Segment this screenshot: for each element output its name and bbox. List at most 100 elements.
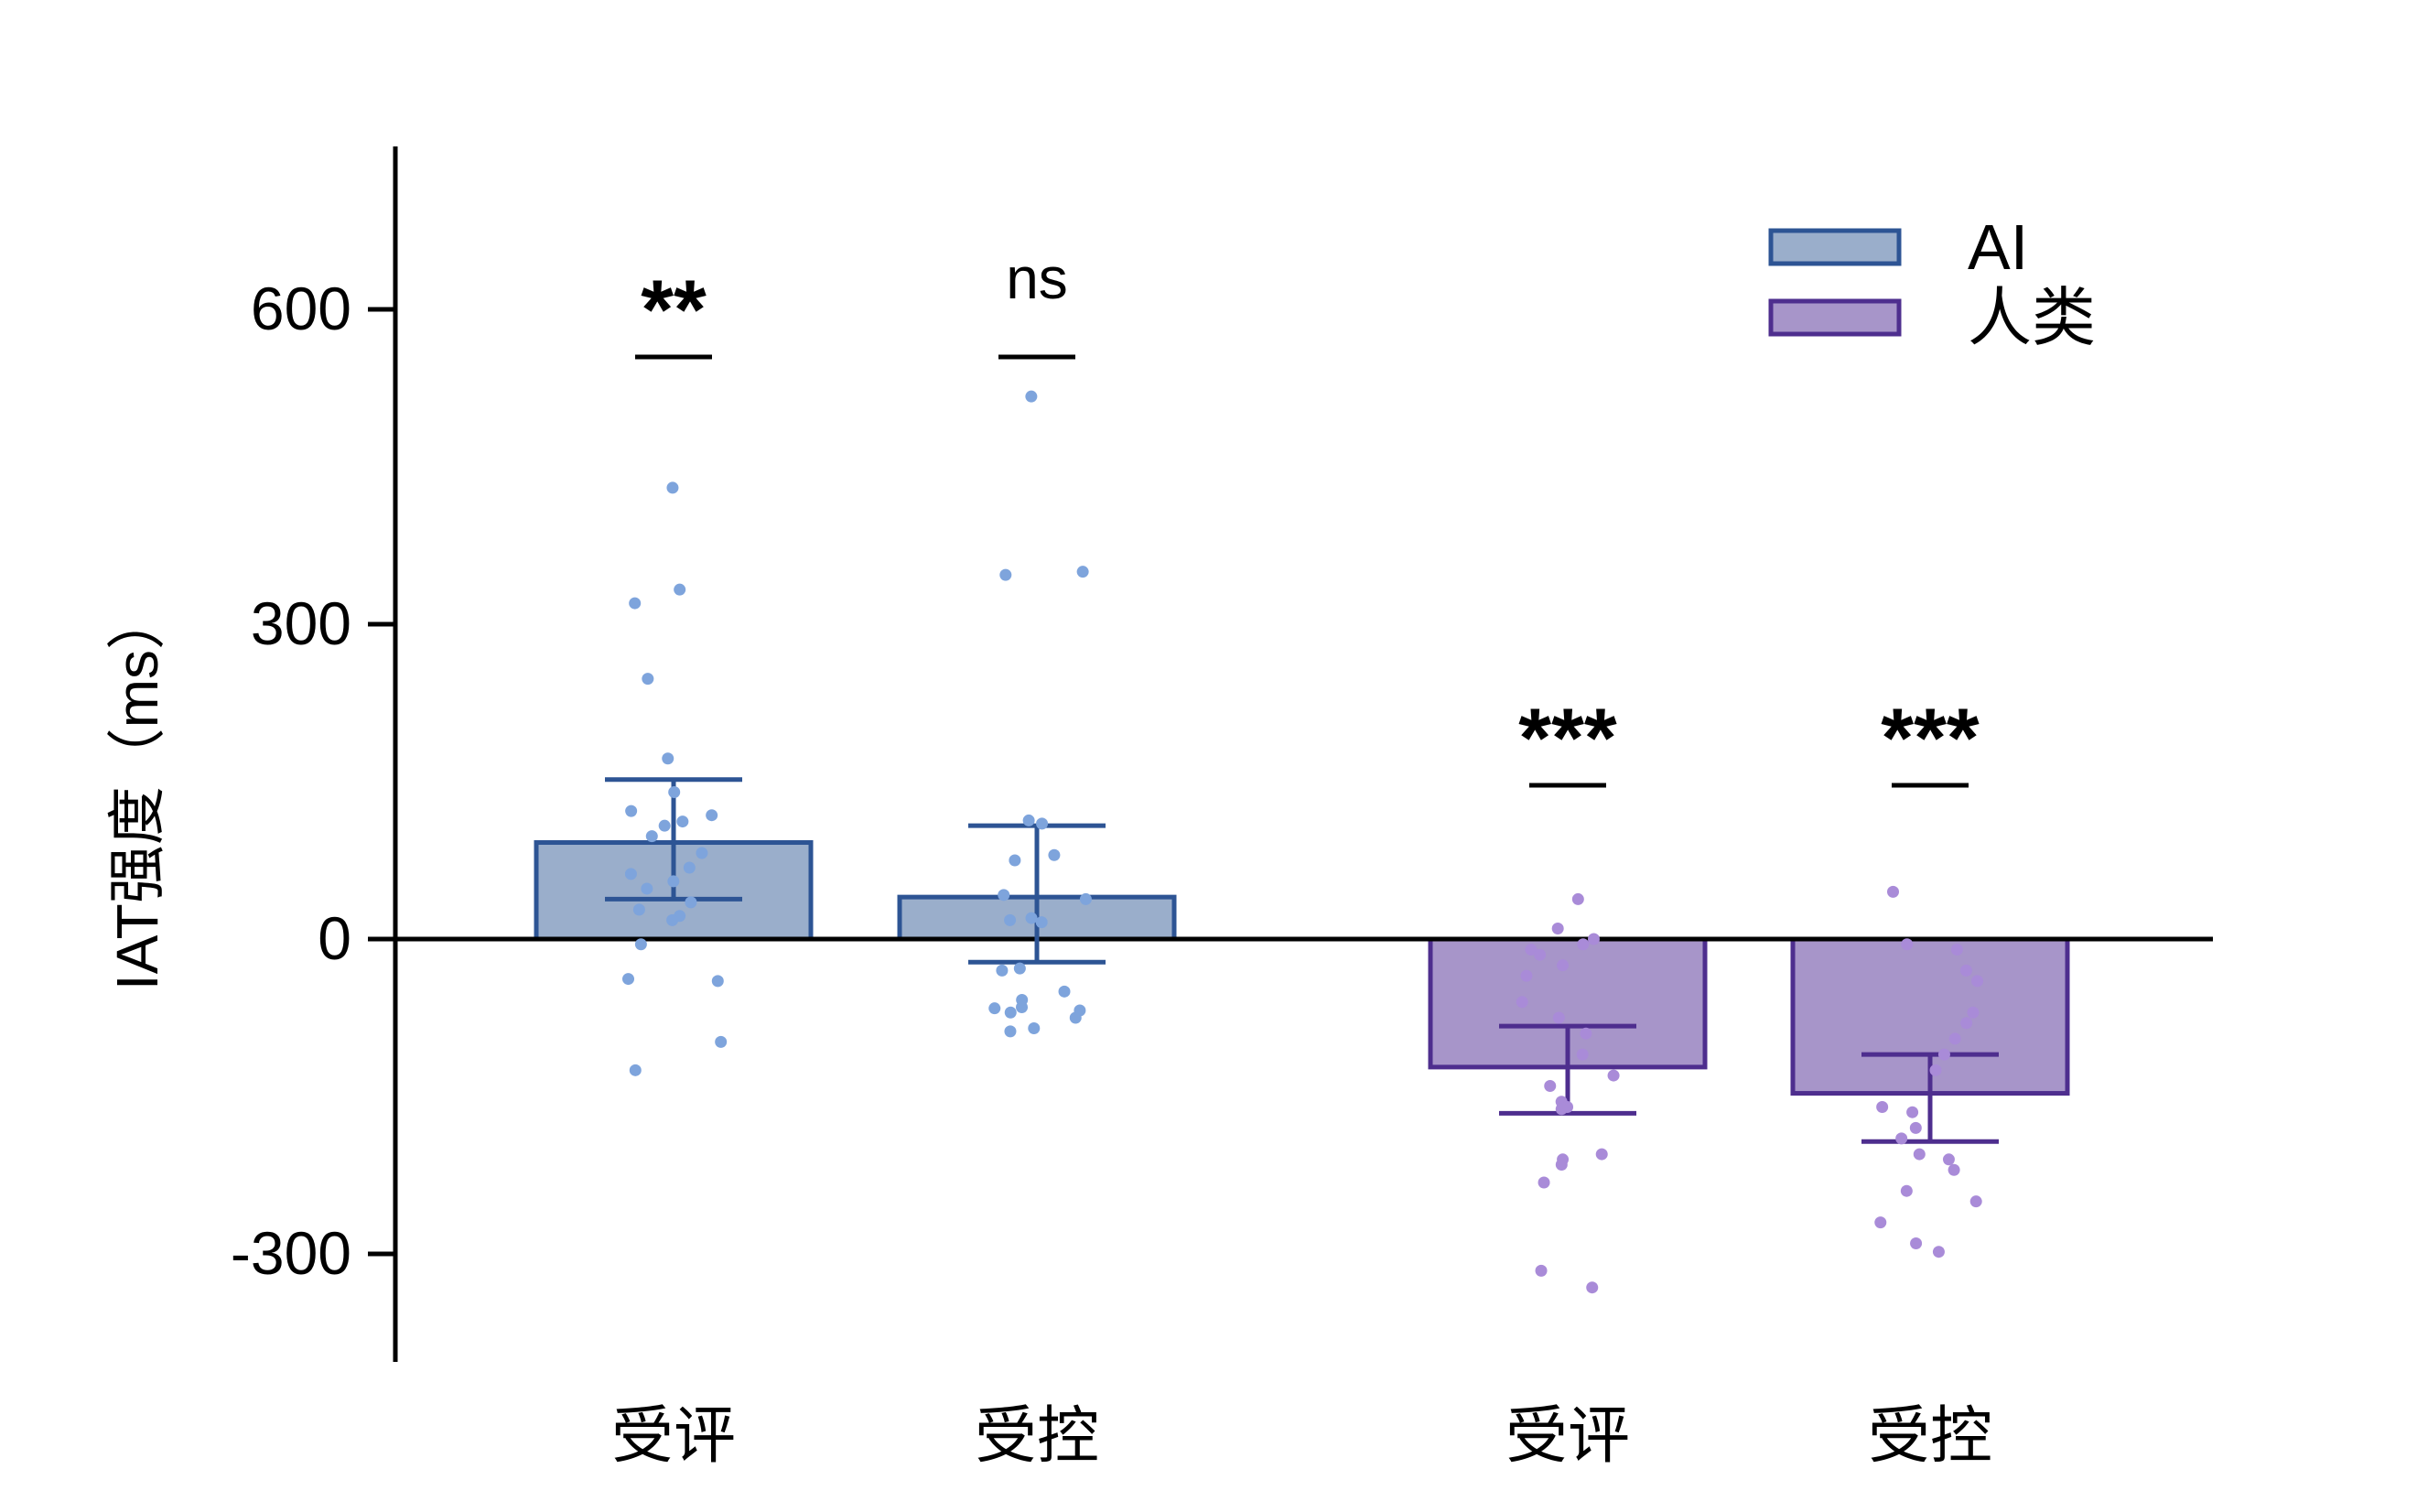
data-point xyxy=(1900,1184,1913,1197)
data-point xyxy=(706,809,718,822)
data-point xyxy=(1557,959,1570,972)
data-point xyxy=(1876,1100,1889,1113)
data-point xyxy=(1571,892,1584,905)
data-point xyxy=(1929,1064,1942,1076)
data-point xyxy=(1960,1017,1973,1030)
data-point xyxy=(641,882,653,895)
y-axis-title: IAT强度（ms） xyxy=(104,591,170,990)
data-point xyxy=(634,938,647,951)
legend-swatch xyxy=(1768,298,1902,337)
data-point xyxy=(666,481,679,494)
data-point xyxy=(683,861,696,874)
data-point xyxy=(711,975,724,988)
data-point xyxy=(1552,1011,1565,1024)
data-point xyxy=(1901,938,1914,951)
data-point xyxy=(1058,985,1071,998)
data-point xyxy=(1913,1148,1926,1161)
data-point xyxy=(629,1064,642,1076)
significance-label: *** xyxy=(1518,692,1617,785)
data-point xyxy=(1004,1006,1017,1019)
significance-label: *** xyxy=(1881,692,1980,785)
data-point xyxy=(629,597,642,610)
significance-label: ns xyxy=(1006,245,1068,311)
data-point xyxy=(622,973,635,986)
data-point xyxy=(1035,916,1048,929)
data-point xyxy=(999,568,1012,581)
data-point xyxy=(1555,1159,1568,1172)
data-point xyxy=(1577,938,1590,951)
data-point xyxy=(632,903,645,916)
data-point xyxy=(1948,1032,1961,1045)
data-point xyxy=(1969,1195,1982,1208)
data-point xyxy=(642,673,654,686)
data-point xyxy=(1580,1027,1592,1040)
data-point xyxy=(1910,1237,1923,1250)
data-point xyxy=(1887,885,1900,898)
data-point xyxy=(1025,912,1038,924)
data-point xyxy=(1022,814,1035,826)
data-point xyxy=(1576,1048,1589,1061)
data-point xyxy=(667,875,680,888)
legend-label: 人类 xyxy=(1968,282,2096,353)
legend-swatch xyxy=(1768,228,1902,266)
y-tick-label: -300 xyxy=(231,1219,351,1287)
data-point xyxy=(668,785,681,798)
data-point xyxy=(988,1002,1001,1015)
data-point xyxy=(662,752,674,765)
data-point xyxy=(998,889,1010,902)
error-bars-layer xyxy=(605,777,1999,1144)
data-point xyxy=(1048,848,1061,861)
data-point xyxy=(685,896,697,909)
data-point xyxy=(1025,390,1038,403)
data-point xyxy=(645,830,658,843)
points-layer xyxy=(622,390,1984,1294)
data-point xyxy=(1544,1080,1557,1093)
significance-label: ** xyxy=(641,264,707,357)
data-point xyxy=(1004,1025,1017,1038)
data-point xyxy=(1555,1103,1568,1116)
data-point xyxy=(1967,1006,1980,1019)
data-point xyxy=(1906,1106,1919,1118)
data-point xyxy=(624,868,637,880)
data-point xyxy=(1516,996,1528,1009)
labels-layer: ** 受评 ns 受控 *** 受评 *** 受控 xyxy=(611,245,1992,1471)
data-point xyxy=(1079,892,1092,905)
y-tick-label: 0 xyxy=(318,904,351,972)
data-point xyxy=(666,913,679,926)
data-point xyxy=(1895,1132,1908,1145)
data-point xyxy=(1942,1153,1955,1166)
data-point xyxy=(715,1035,728,1048)
data-point xyxy=(676,815,689,828)
data-point xyxy=(1538,1176,1550,1189)
x-tick-label: 受评 xyxy=(1505,1401,1630,1471)
data-point xyxy=(1937,1048,1950,1061)
data-point xyxy=(696,847,708,859)
data-point xyxy=(1971,975,1984,988)
data-point xyxy=(1076,566,1089,578)
data-point xyxy=(1004,913,1017,926)
data-point xyxy=(658,819,671,832)
data-point xyxy=(1551,923,1564,935)
y-tick-label: 300 xyxy=(251,589,351,657)
y-tick-label: 600 xyxy=(251,275,351,342)
data-point xyxy=(1587,933,1600,945)
axes: -300 0 300 600 IAT强度（ms） xyxy=(104,146,398,1362)
data-point xyxy=(1948,1163,1960,1176)
data-point xyxy=(1036,817,1049,830)
data-point xyxy=(1016,1001,1029,1014)
x-tick-label: 受控 xyxy=(1868,1401,1992,1471)
data-point xyxy=(996,964,1009,977)
data-point xyxy=(1959,964,1972,977)
data-point xyxy=(625,805,638,817)
data-point xyxy=(1595,1148,1608,1161)
x-tick-label: 受评 xyxy=(611,1401,736,1471)
x-tick-label: 受控 xyxy=(975,1401,1099,1471)
data-point xyxy=(1932,1246,1945,1258)
data-point xyxy=(1009,854,1021,867)
data-point xyxy=(1607,1069,1620,1082)
legend-label: AI xyxy=(1968,211,2028,283)
data-point xyxy=(1013,962,1026,975)
data-point xyxy=(1534,948,1547,961)
